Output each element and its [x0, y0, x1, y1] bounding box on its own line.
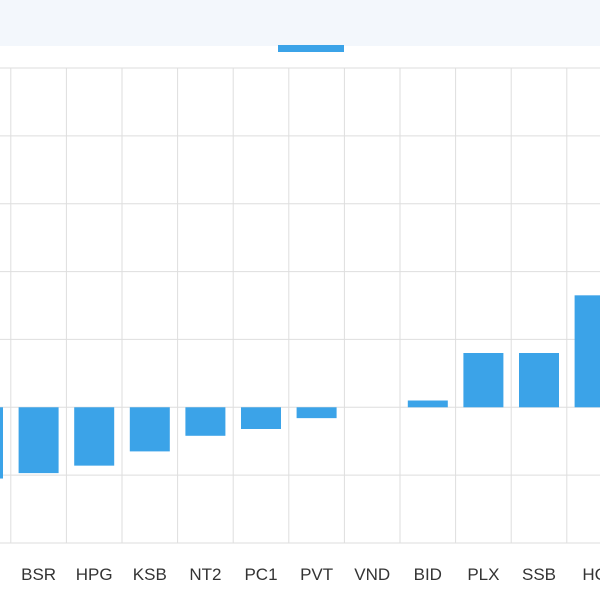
x-tick-label-bsr: BSR: [21, 565, 56, 584]
bar-ssb: [519, 353, 559, 408]
legend: [278, 45, 344, 52]
x-tick-label-hpg: HPG: [76, 565, 113, 584]
grid-lines: [0, 67, 600, 544]
x-tick-label-nt2: NT2: [189, 565, 221, 584]
bars: [0, 295, 600, 479]
x-tick-label-ksb: KSB: [133, 565, 167, 584]
x-tick-label-pc1: PC1: [244, 565, 277, 584]
bar-hcm: [574, 295, 600, 408]
x-tick-label-ssb: SSB: [522, 565, 556, 584]
x-tick-labels: CBSRHPGKSBNT2PC1PVTVNDBIDPLXSSBHC: [21, 565, 600, 584]
bar-plx: [463, 353, 504, 408]
bar-oil: [0, 407, 3, 479]
x-tick-label-plx: PLX: [467, 565, 499, 584]
x-tick-label-hcm: HC: [582, 565, 600, 584]
bar-hpg: [74, 407, 115, 466]
bar-nt2: [185, 407, 226, 436]
x-tick-label-vnd: VND: [354, 565, 390, 584]
top-bar: [0, 0, 600, 46]
x-tick-label-bid: BID: [414, 565, 442, 584]
bar-ksb: [129, 407, 170, 452]
bar-bid: [407, 400, 448, 408]
x-tick-label-pvt: PVT: [300, 565, 333, 584]
bar-bsr: [18, 407, 59, 474]
bar-pc1: [241, 407, 281, 429]
bar-pvt: [296, 407, 337, 419]
legend-swatch: [278, 45, 344, 52]
